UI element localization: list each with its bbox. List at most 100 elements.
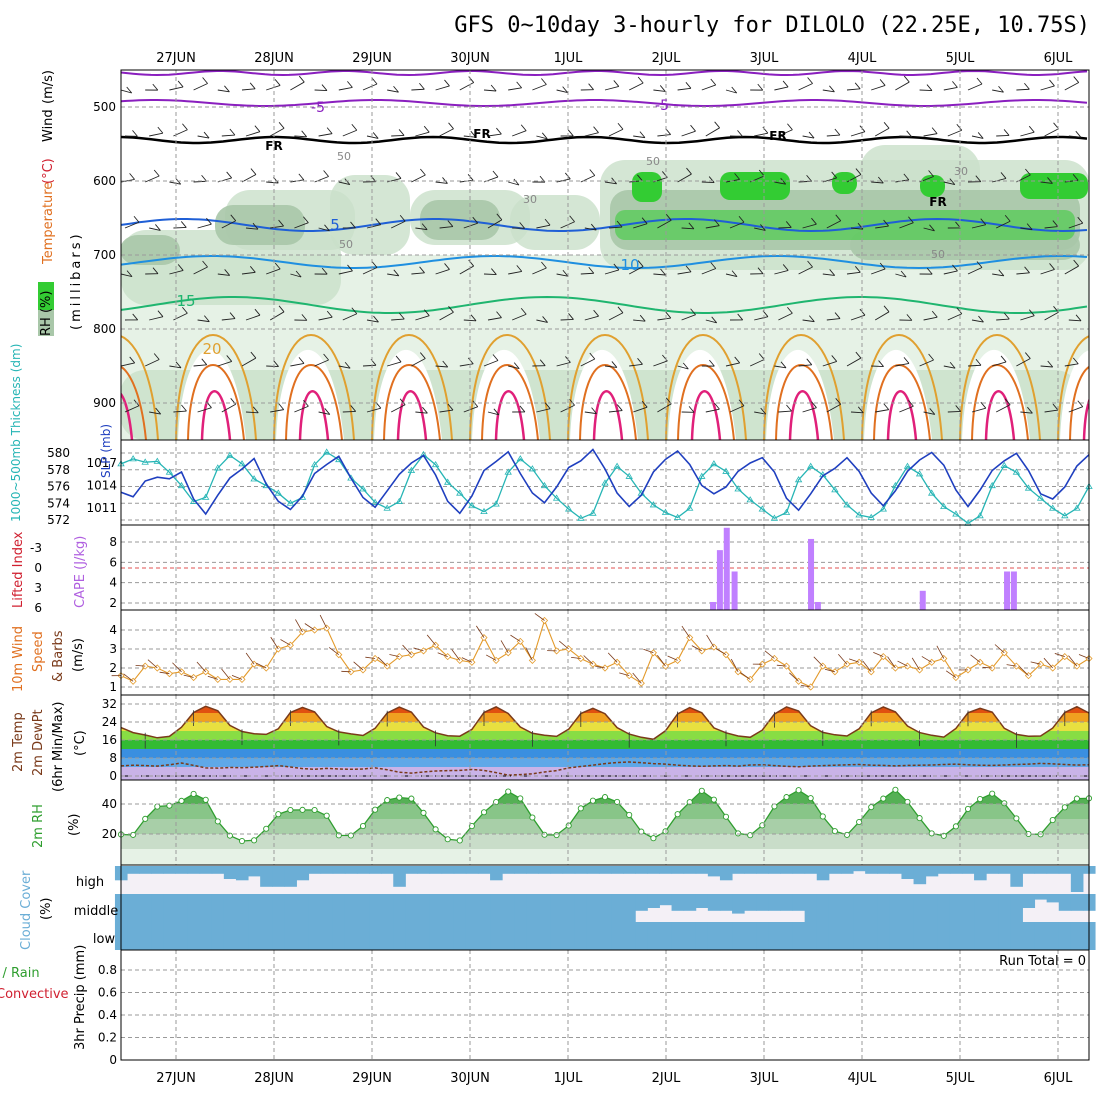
cloud-bar-high	[248, 866, 261, 876]
rh2m-point	[1050, 817, 1055, 822]
precip-axis-label: 3hr Precip (mm)	[73, 945, 88, 1050]
wind-barb	[1093, 318, 1100, 320]
wind-barb-flag	[227, 172, 232, 178]
wind-barb-flag	[275, 79, 280, 85]
rh2m-point	[276, 812, 281, 817]
wind10m-barb	[320, 615, 327, 628]
rh2m-point	[832, 829, 837, 834]
cloud-bar-middle	[1047, 894, 1060, 902]
wind-barb	[996, 135, 1009, 136]
rh-shade-saturated	[1020, 173, 1088, 199]
cloud-bar-high	[696, 866, 709, 874]
date-label-top: 3JUL	[750, 51, 780, 66]
rh2m-point	[808, 796, 813, 801]
wind-tick-label: 3	[109, 642, 117, 656]
cloud-bar-middle	[369, 894, 382, 922]
cloud-bar-high	[212, 866, 225, 874]
cloud-bar-low	[841, 922, 854, 950]
cloud-bar-low	[756, 922, 769, 950]
cloud-bar-middle	[635, 894, 648, 911]
cloud-bar-middle	[430, 894, 443, 922]
cloud-bar-high	[381, 866, 394, 874]
cloud-bar-middle	[272, 894, 285, 922]
cloud-bar-low	[708, 922, 721, 950]
date-label-top: 29JUN	[352, 51, 392, 66]
wind10m-barb	[946, 671, 956, 678]
cloud-bar-middle	[950, 894, 963, 922]
wind-series	[112, 613, 1092, 690]
date-label-bottom: 4JUL	[848, 1071, 878, 1086]
date-axis-top: 27JUN 28JUN 29JUN 30JUN 1JUL 2JUL 3JUL 4…	[156, 51, 1073, 66]
rh2m-point	[518, 796, 523, 801]
wind-barb-flag	[686, 82, 691, 88]
rh2m-point	[990, 791, 995, 796]
wind-barb-flag	[491, 85, 496, 91]
cloud-bar-high	[986, 866, 999, 874]
rh2m-point	[481, 810, 486, 815]
wind10m-barb	[740, 672, 750, 679]
wind10m-barb	[657, 655, 665, 666]
cloud-bar-low	[817, 922, 830, 950]
rh2m-point	[627, 812, 632, 817]
wind-barb	[343, 411, 356, 412]
temp-unit-label: (°C)	[41, 158, 56, 184]
cloud-bar-high	[514, 866, 527, 874]
cloud-bar-middle	[1022, 894, 1035, 908]
cloud-bar-middle	[296, 894, 309, 922]
wind10m-barb	[427, 635, 435, 645]
cloud-bar-low	[284, 922, 297, 950]
wind-barb-flag	[299, 174, 304, 180]
rh2m-point	[929, 831, 934, 836]
wind-barb-flag	[927, 85, 932, 91]
cloud-bar-high	[635, 866, 648, 874]
cloud-bar-middle	[260, 894, 273, 922]
wind-barb	[512, 131, 526, 136]
rh2m-point	[373, 807, 378, 812]
rh2m-point	[409, 796, 414, 801]
rh2m-point	[179, 798, 184, 803]
wind-barb	[871, 85, 885, 90]
rh2m-point	[639, 829, 644, 834]
cloud-bar-low	[200, 922, 213, 950]
pressure-tick-label: 600	[93, 174, 116, 188]
temp-band	[121, 722, 1089, 731]
cloud-bar-low	[466, 922, 479, 950]
wind10m-barb	[971, 655, 981, 663]
cloud-bar-low	[236, 922, 249, 950]
isotherm-label: 15	[176, 292, 195, 310]
cloud-bar-middle	[708, 894, 721, 911]
cloud-bar-high	[708, 866, 721, 876]
rh2m-base	[121, 849, 1089, 865]
cloud-bar-middle	[526, 894, 539, 922]
wind-barb-flag	[715, 122, 720, 128]
wind-barb-flag	[182, 124, 187, 130]
wind-barb-flag	[1074, 77, 1079, 83]
cape-bar	[920, 591, 926, 610]
wind-barb-flag	[957, 124, 962, 130]
isotherm-minus5	[121, 100, 1087, 106]
date-label-bottom: 5JUL	[946, 1071, 976, 1086]
rh2m-point	[675, 812, 680, 817]
wind-barb	[702, 85, 716, 90]
wind-barb	[266, 85, 280, 90]
wind-barb	[799, 84, 813, 90]
cloud-bar-low	[732, 922, 745, 950]
cloud-bar-high	[163, 866, 176, 874]
isotherm-label: FR	[769, 129, 786, 143]
cloud-bar-high	[417, 866, 430, 874]
cloud-bar-high	[672, 866, 685, 874]
wind10m-barb	[608, 653, 617, 662]
rh2m-point	[736, 831, 741, 836]
wind-barb	[1065, 83, 1079, 90]
cape-bar	[808, 539, 814, 610]
wind-barb	[948, 411, 961, 412]
date-label-bottom: 27JUN	[156, 1071, 196, 1086]
rh2m-point	[978, 796, 983, 801]
wind-barb	[315, 90, 327, 91]
cloud-bar-middle	[793, 894, 806, 911]
cloud-bar-middle	[466, 894, 479, 922]
temp-band	[121, 758, 1089, 767]
wind-barb	[633, 136, 645, 138]
temp-unit-label: (°C)	[73, 730, 88, 756]
wind-barb	[706, 128, 720, 136]
